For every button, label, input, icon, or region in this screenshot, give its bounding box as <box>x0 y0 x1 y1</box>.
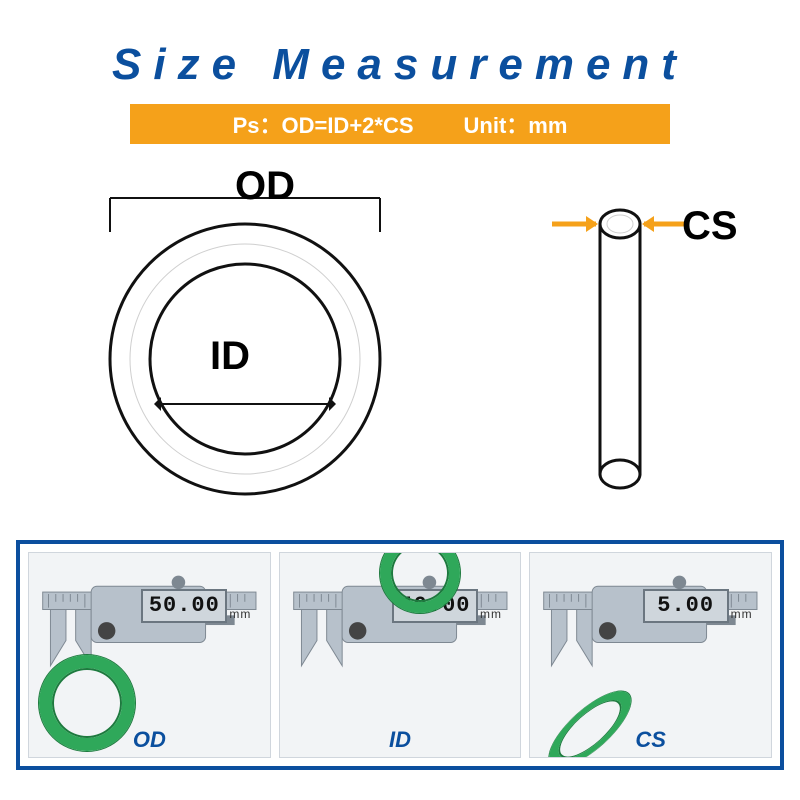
page-title: Size Measurement <box>0 0 800 90</box>
ring-diagram <box>70 174 430 519</box>
label-id: ID <box>210 334 250 379</box>
unit-text: Unit：mm <box>464 108 568 140</box>
panel-id: 40.00ID <box>279 552 522 758</box>
formula-bar: Ps：OD=ID+2*CS Unit：mm <box>130 104 670 144</box>
caliper-readout: 5.00 <box>643 589 729 623</box>
panel-od: 50.00 OD <box>28 552 271 758</box>
formula-text: Ps：OD=ID+2*CS <box>233 108 414 140</box>
panel-label-od: OD <box>133 727 166 753</box>
panel-label-id: ID <box>389 727 411 753</box>
cs-diagram <box>540 194 700 499</box>
panel-cs: 5.00 CS <box>529 552 772 758</box>
label-od: OD <box>235 164 295 209</box>
panel-label-cs: CS <box>635 727 666 753</box>
diagram-area: OD ID CS <box>0 154 800 514</box>
photo-strip: 50.00 OD 40.00ID 5.00 CS <box>16 540 784 770</box>
oring-icon <box>39 655 135 751</box>
oring-icon <box>538 680 642 758</box>
label-cs: CS <box>682 204 738 249</box>
caliper-readout: 50.00 <box>141 589 227 623</box>
